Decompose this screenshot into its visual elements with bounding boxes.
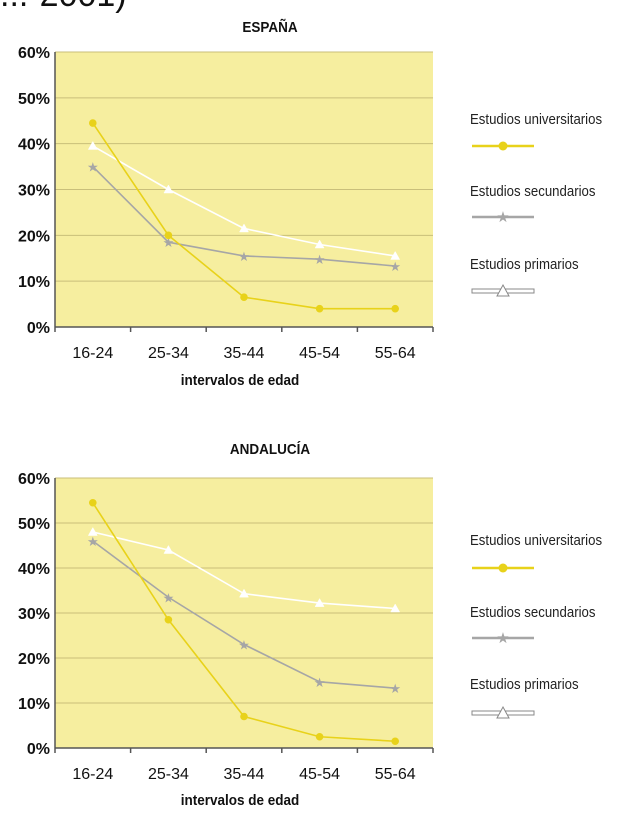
data-point: ★ — [87, 160, 99, 175]
chart-espana: ESPAÑA 0% 10% 20% 30% 40% 50% 60% 16-24 25-34 35-… — [0, 0, 642, 400]
data-point — [163, 544, 174, 554]
data-point: ★ — [238, 249, 250, 264]
y-tick-label: 0% — [27, 320, 50, 337]
x-tick-label: 16-24 — [72, 766, 113, 783]
data-point — [87, 526, 98, 536]
y-tick-label: 40% — [18, 137, 50, 154]
data-point — [164, 231, 173, 240]
chart-andalucia: ANDALUCÍA 0% 10% 20% 30% 40% 50% 60% 16-24 25-34… — [0, 420, 642, 813]
data-point: ★ — [389, 259, 401, 274]
legend-swatch-secundarios: ★ — [472, 630, 534, 646]
data-point — [89, 119, 97, 127]
y-tick-label: 10% — [18, 274, 50, 291]
legend-label-primarios: Estudios primarios — [470, 676, 579, 693]
data-point — [391, 304, 400, 313]
y-tick-label: 60% — [18, 471, 50, 488]
legend-swatch-universitarios — [472, 563, 534, 573]
x-axis-label: intervalos de edad — [180, 372, 300, 389]
data-point — [239, 588, 249, 598]
y-tick-label: 20% — [18, 228, 50, 245]
data-point — [390, 603, 401, 613]
data-point — [163, 184, 174, 194]
data-point — [89, 498, 97, 507]
y-tick-label: 50% — [18, 91, 50, 108]
data-point: ★ — [163, 590, 175, 605]
data-point — [391, 737, 400, 746]
data-point: ★ — [163, 235, 175, 250]
series-line-star — [92, 166, 396, 267]
data-point — [240, 293, 248, 302]
x-tick-label: 55-64 — [375, 766, 416, 783]
x-tick-label: 25-34 — [148, 345, 189, 362]
x-tick-label: 35-44 — [224, 345, 265, 362]
data-point — [87, 140, 98, 150]
data-point — [314, 239, 325, 249]
legend-swatch-universitarios — [472, 141, 534, 151]
y-tick-label: 30% — [18, 606, 50, 623]
chart-title: ANDALUCÍA — [229, 441, 311, 458]
data-point: ★ — [238, 638, 250, 653]
legend-label-universitarios: Estudios universitarios — [470, 111, 603, 128]
data-point — [240, 712, 248, 721]
page-title-fragment: ...-2001) — [0, 0, 127, 12]
x-tick-label: 16-24 — [72, 345, 113, 362]
y-tick-label: 30% — [18, 183, 50, 200]
x-tick-label: 45-54 — [299, 345, 340, 362]
data-point — [314, 598, 325, 607]
y-tick-label: 50% — [18, 516, 50, 533]
legend-label-secundarios: Estudios secundarios — [470, 604, 596, 621]
legend-label-secundarios: Estudios secundarios — [470, 183, 596, 200]
y-tick-label: 20% — [18, 651, 50, 668]
x-tick-label: 45-54 — [299, 766, 340, 783]
data-point — [315, 732, 324, 741]
data-point: ★ — [87, 534, 99, 549]
x-axis-label: intervalos de edad — [180, 792, 300, 809]
legend-label-universitarios: Estudios universitarios — [470, 532, 603, 549]
legend-swatch-secundarios: ★ — [472, 209, 534, 225]
data-point — [239, 223, 249, 233]
series-line-star — [92, 540, 396, 689]
data-point: ★ — [314, 252, 326, 267]
x-tick-label: 55-64 — [375, 345, 416, 362]
x-tick-label: 25-34 — [148, 766, 189, 783]
y-tick-label: 0% — [27, 741, 50, 758]
y-tick-label: 40% — [18, 561, 50, 578]
chart-andalucia-plot: 0% 10% 20% 30% 40% 50% 60% 16-24 25-34 35-44 45-54… — [18, 471, 434, 783]
data-point: ★ — [314, 675, 326, 690]
chart-espana-plot: 0% 10% 20% 30% 40% 50% 60% 16-24 25-34 35-44 45-54… — [18, 45, 434, 362]
data-point — [164, 615, 173, 624]
svg-text:★: ★ — [496, 630, 509, 646]
y-tick-label: 60% — [18, 45, 50, 62]
x-tick-label: 35-44 — [224, 766, 265, 783]
chart-title: ESPAÑA — [242, 19, 298, 36]
data-point — [390, 250, 401, 260]
data-point: ★ — [389, 681, 401, 696]
legend-label-primarios: Estudios primarios — [470, 256, 579, 273]
legend-swatch-primarios — [471, 705, 535, 719]
legend-swatch-primarios — [471, 283, 535, 297]
data-point — [315, 304, 324, 313]
y-tick-label: 10% — [18, 696, 50, 713]
svg-text:★: ★ — [496, 209, 509, 225]
